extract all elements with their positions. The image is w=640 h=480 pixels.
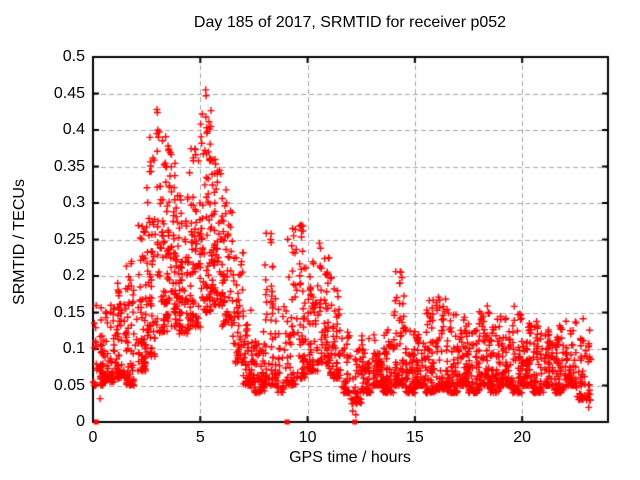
y-tick-label: 0 — [76, 413, 85, 430]
x-tick-label: 10 — [298, 429, 317, 446]
y-tick-label: 0.3 — [62, 194, 85, 211]
x-tick-label: 5 — [195, 429, 205, 446]
y-tick-label: 0.2 — [62, 267, 85, 284]
x-tick-label: 0 — [88, 429, 98, 446]
y-tick-label: 0.1 — [62, 340, 85, 357]
y-tick-label: 0.4 — [62, 121, 85, 138]
chart-title: Day 185 of 2017, SRMTID for receiver p05… — [193, 14, 507, 31]
x-tick-label: 15 — [405, 429, 424, 446]
y-tick-label: 0.45 — [53, 84, 85, 102]
y-tick-label: 0.05 — [53, 376, 85, 394]
x-axis-label: GPS time / hours — [289, 449, 411, 466]
y-tick-label: 0.35 — [53, 157, 85, 175]
y-tick-label: 0.15 — [53, 303, 85, 321]
y-tick-label: 0.5 — [62, 48, 85, 65]
x-tick-label: 20 — [513, 429, 532, 446]
y-tick-label: 0.25 — [53, 230, 85, 248]
